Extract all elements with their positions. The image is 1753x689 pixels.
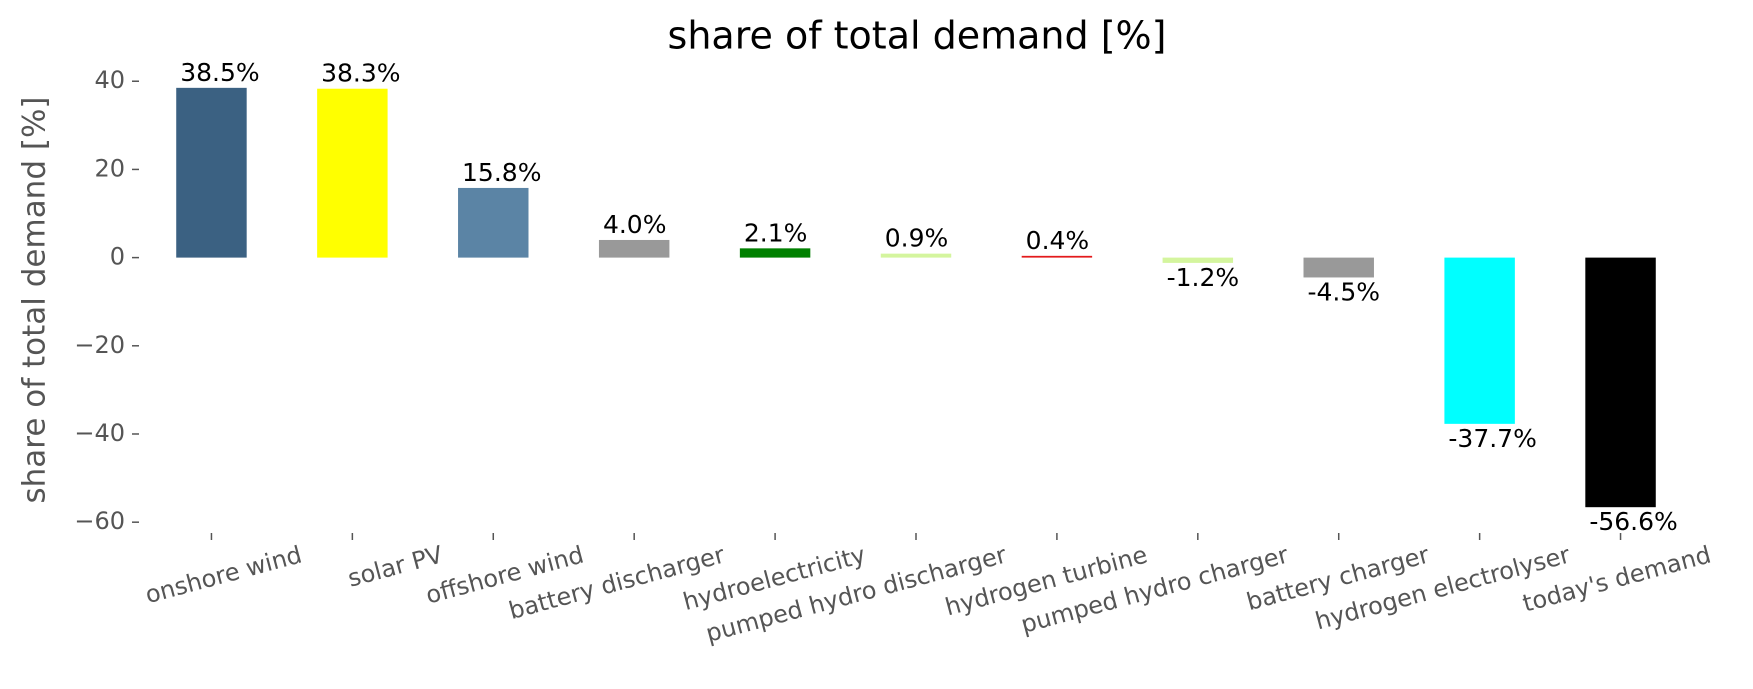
value-label: 0.4%	[1026, 226, 1090, 255]
bar	[1444, 257, 1515, 424]
value-label: -4.5%	[1308, 277, 1381, 306]
y-axis-label: share of total demand [%]	[17, 96, 53, 503]
chart-title: share of total demand [%]	[668, 14, 1167, 58]
x-tick-label: onshore wind	[142, 541, 305, 610]
bar	[317, 88, 388, 258]
value-label: 2.1%	[744, 218, 808, 247]
bar	[598, 239, 670, 258]
y-tick-label: −20	[74, 331, 125, 359]
value-label: 38.3%	[321, 59, 400, 88]
bar	[1585, 257, 1656, 508]
y-tick-label: 0	[110, 243, 125, 271]
bar	[880, 253, 952, 258]
bar	[1162, 257, 1234, 263]
bar	[176, 87, 247, 258]
value-label: 4.0%	[603, 210, 667, 239]
bar	[1021, 255, 1093, 258]
value-label: 15.8%	[462, 158, 541, 187]
value-label: 0.9%	[885, 224, 949, 253]
y-tick-label: 20	[94, 154, 125, 182]
y-tick-label: −60	[74, 507, 125, 535]
value-label: -56.6%	[1589, 507, 1677, 536]
value-label: -37.7%	[1448, 424, 1536, 453]
bar	[739, 248, 811, 258]
bar	[1303, 257, 1374, 278]
value-label: -1.2%	[1167, 263, 1240, 292]
bar	[458, 187, 529, 258]
value-label: 38.5%	[180, 58, 259, 87]
y-tick-label: 40	[94, 66, 125, 94]
y-tick-label: −40	[74, 419, 125, 447]
